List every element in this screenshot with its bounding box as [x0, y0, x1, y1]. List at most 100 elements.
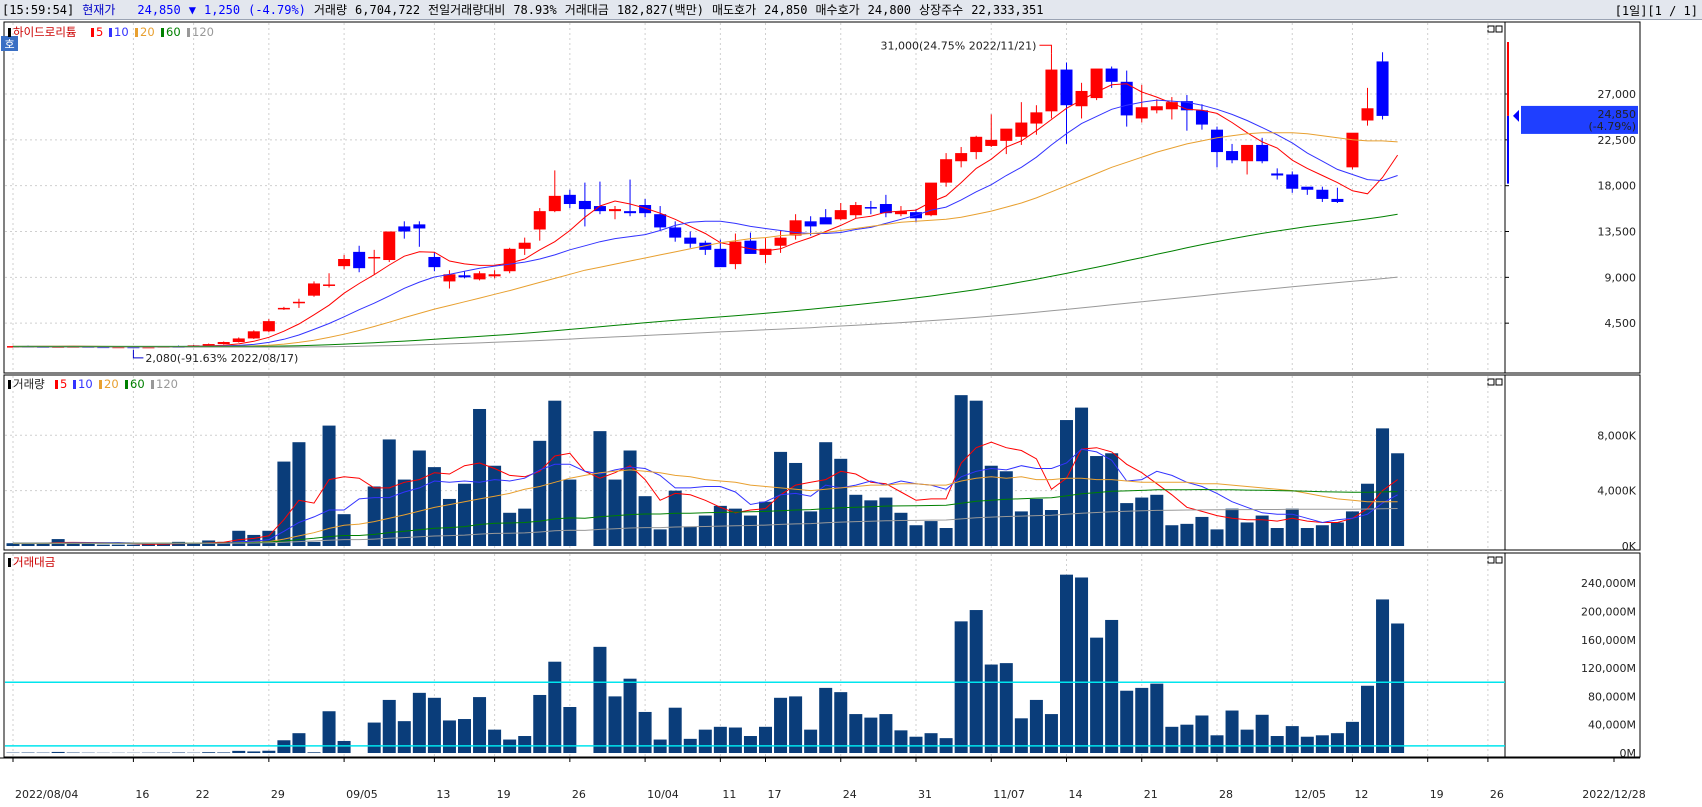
- candle-body: [323, 284, 336, 286]
- date-tick-label: 2022/08/04: [15, 788, 78, 801]
- candle: [654, 206, 667, 231]
- date-tick-label: 09/05: [346, 788, 378, 801]
- volume-bar: [247, 534, 261, 546]
- volume-bar: [21, 543, 35, 546]
- volume-bar: [1270, 528, 1284, 546]
- candle-body: [383, 231, 396, 261]
- candle: [925, 182, 938, 217]
- date-tick-label: 12: [1354, 788, 1368, 801]
- candle: [1331, 187, 1344, 203]
- candle-body: [1346, 132, 1359, 168]
- candle: [1301, 186, 1314, 195]
- volume-bar: [1105, 453, 1119, 546]
- amount-bar: [894, 730, 908, 753]
- amount-bar: [1361, 685, 1374, 753]
- candle-body: [1301, 186, 1314, 190]
- amount-bar: [834, 692, 848, 753]
- candle: [232, 337, 245, 343]
- volume-bar: [6, 543, 20, 546]
- legend-ma-20: 20: [140, 25, 155, 39]
- amount-bar: [518, 736, 532, 753]
- volume-label: 거래량: [313, 3, 348, 17]
- candle-body: [398, 226, 411, 232]
- candle: [383, 231, 396, 263]
- page-indicator[interactable]: [1 / 1]: [1647, 4, 1698, 18]
- volume-bar: [728, 508, 742, 546]
- volume-bar: [698, 515, 712, 546]
- legend-marker: [8, 28, 11, 37]
- candle-body: [970, 136, 983, 153]
- volume-bar: [1120, 503, 1134, 546]
- candle: [1000, 128, 1013, 155]
- candle-body: [1331, 198, 1344, 202]
- prev-volume-ratio-label: 전일거래량대비: [428, 3, 506, 17]
- candle: [609, 206, 621, 220]
- amount-bar: [638, 711, 652, 753]
- volume-bar: [1060, 420, 1073, 546]
- date-tick-label: 26: [572, 788, 586, 801]
- candle-body: [578, 200, 591, 210]
- volume-panel[interactable]: [6, 395, 1405, 546]
- legend-swatch: [161, 28, 164, 37]
- amount-bar: [698, 729, 712, 753]
- volume-bar: [1135, 497, 1149, 546]
- candle-body: [864, 207, 877, 209]
- legend-swatch: [109, 28, 112, 37]
- candle: [804, 216, 817, 236]
- stock-badge: [1, 36, 18, 51]
- period-selector[interactable]: [1일]: [1614, 4, 1648, 18]
- candle-body: [518, 242, 531, 249]
- amount-panel[interactable]: [5, 574, 1505, 753]
- volume-bar: [1255, 515, 1269, 546]
- candle-body: [985, 139, 998, 146]
- volume-bar: [909, 525, 923, 546]
- candle: [834, 202, 847, 221]
- candle: [1090, 68, 1103, 101]
- volume-bar: [1210, 529, 1224, 546]
- candle: [1271, 168, 1284, 180]
- candle: [292, 298, 305, 308]
- candle: [443, 270, 456, 289]
- candle-body: [759, 248, 772, 255]
- amount-bar: [367, 722, 381, 753]
- candle: [714, 239, 727, 268]
- candle-body: [1376, 61, 1389, 116]
- candle-body: [458, 275, 471, 278]
- legend-ma-10: 10: [78, 377, 93, 391]
- max-price-annotation: 31,000(24.75% 2022/11/21): [881, 39, 1037, 52]
- close-icon: [1495, 25, 1503, 33]
- date-tick-label: 10/04: [647, 788, 679, 801]
- volume-bar: [774, 451, 788, 546]
- amount-bar: [1285, 726, 1299, 753]
- candle: [819, 209, 832, 225]
- volume-bar: [548, 400, 562, 546]
- amount-bar: [789, 696, 803, 753]
- date-tick-label: 11/07: [993, 788, 1025, 801]
- price-panel[interactable]: [7, 52, 1399, 349]
- candle-body: [1120, 81, 1133, 116]
- down-arrow-icon: ▼: [188, 2, 196, 17]
- volume-bar: [66, 543, 80, 546]
- listed-shares-label: 상장주수: [919, 3, 964, 17]
- amount-bar: [879, 714, 893, 753]
- amount-bar: [743, 736, 757, 753]
- candle-body: [609, 209, 621, 212]
- volume-bar: [1150, 494, 1164, 546]
- candle-body: [262, 321, 275, 332]
- candle-body: [1000, 128, 1013, 141]
- candle: [1180, 95, 1193, 131]
- volume-bar: [157, 543, 170, 546]
- candle-body: [353, 251, 366, 269]
- volume-bar: [503, 512, 517, 546]
- volume-bar: [367, 486, 381, 546]
- volume-bar: [111, 544, 125, 546]
- volume-bar: [442, 498, 456, 546]
- candle: [323, 273, 336, 288]
- date-tick-label: 21: [1144, 788, 1158, 801]
- period-page-indicator[interactable]: [1일][1 / 1]: [1615, 2, 1698, 19]
- close-icon: [1495, 556, 1503, 564]
- candle: [1195, 104, 1208, 130]
- legend-marker: [8, 380, 11, 389]
- volume-bar: [458, 483, 471, 546]
